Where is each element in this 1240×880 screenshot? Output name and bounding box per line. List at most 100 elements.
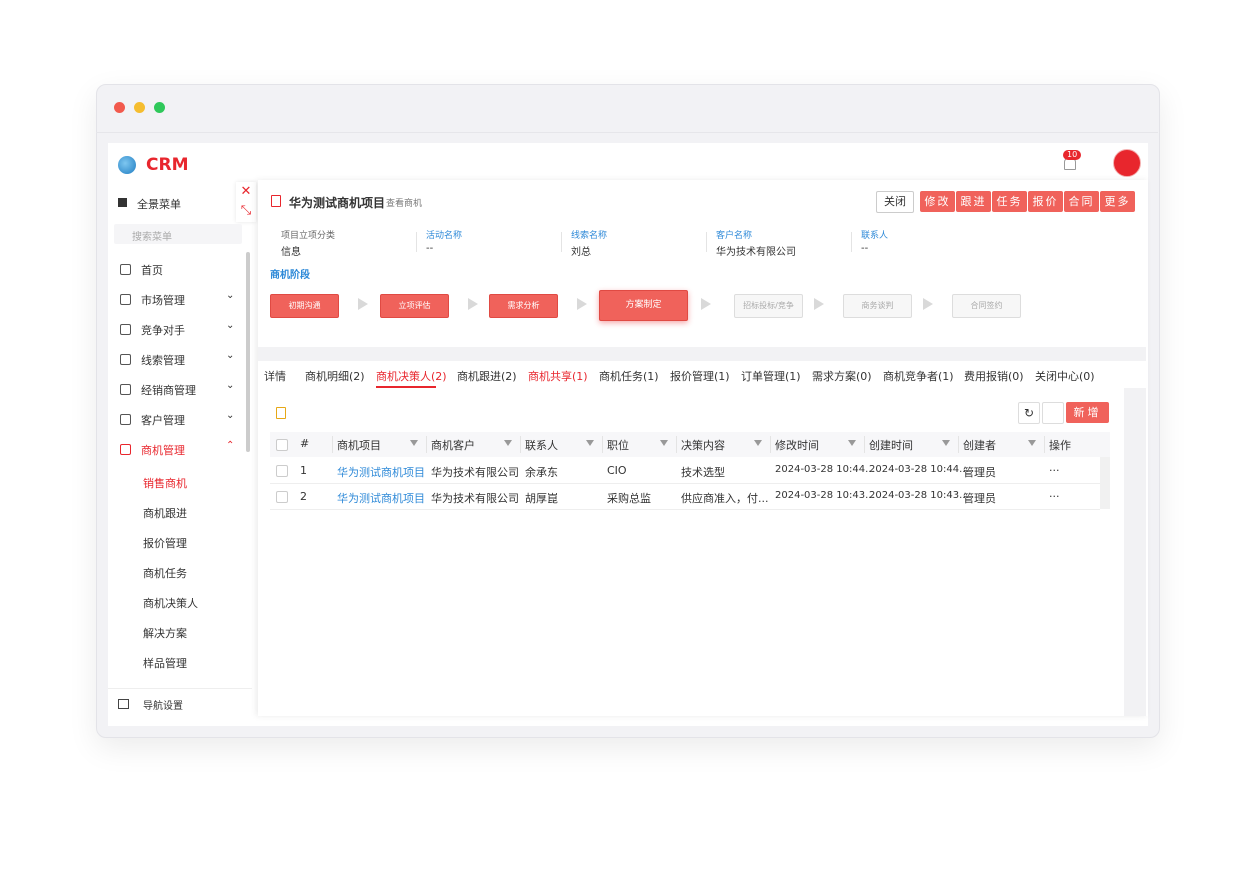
- column-divider: [676, 436, 677, 453]
- menu-icon: [120, 444, 131, 455]
- tab[interactable]: 商机跟进(2): [457, 370, 517, 383]
- field-value: 刘总: [571, 247, 591, 258]
- tab[interactable]: 商机明细(2): [305, 370, 365, 383]
- search-box: [114, 224, 242, 244]
- close-button[interactable]: 关闭: [876, 191, 914, 213]
- tab[interactable]: 商机竞争者(1): [883, 370, 954, 383]
- cell[interactable]: ···: [1049, 490, 1060, 503]
- detail-title: 华为测试商机项目: [289, 196, 386, 210]
- field-divider: [416, 232, 417, 252]
- stage-title: 商机阶段: [270, 270, 310, 281]
- cell: 华为技术有限公司: [431, 492, 519, 505]
- footer-icon: [118, 699, 129, 709]
- submenu-item[interactable]: 销售商机: [143, 477, 187, 490]
- column-divider: [864, 436, 865, 453]
- tab[interactable]: 商机共享(1): [528, 370, 588, 383]
- column-header: 商机项目: [337, 439, 381, 452]
- field-label: 线索名称: [571, 231, 608, 241]
- filter-icon[interactable]: [1028, 440, 1036, 446]
- project-link[interactable]: 华为测试商机项目: [337, 466, 425, 479]
- max-dot[interactable]: [154, 102, 165, 113]
- tab[interactable]: 详情: [264, 370, 286, 383]
- refresh-button[interactable]: ↻: [1018, 402, 1040, 424]
- menu-item[interactable]: 客户管理: [141, 414, 185, 427]
- min-dot[interactable]: [134, 102, 145, 113]
- filter-icon[interactable]: [504, 440, 512, 446]
- menu-icon: [120, 294, 131, 305]
- action-button[interactable]: 修改: [920, 191, 955, 212]
- stage: 需求分析: [489, 294, 558, 318]
- action-button[interactable]: 报价: [1028, 191, 1063, 212]
- action-button[interactable]: 任务: [992, 191, 1027, 212]
- field-value: 信息: [281, 247, 301, 258]
- menu-item[interactable]: 竞争对手: [141, 324, 185, 337]
- menu-item[interactable]: 线索管理: [141, 354, 185, 367]
- cell: 2: [300, 490, 307, 503]
- action-button[interactable]: 更多: [1100, 191, 1135, 212]
- menu-title[interactable]: 全景菜单: [137, 198, 181, 211]
- column-header: 决策内容: [681, 439, 725, 452]
- cell: 2024-03-28 10:43...: [775, 490, 875, 501]
- submenu-item[interactable]: 商机任务: [143, 567, 187, 580]
- tab[interactable]: 订单管理(1): [741, 370, 801, 383]
- checkbox[interactable]: [276, 491, 288, 503]
- tab[interactable]: 费用报销(0): [964, 370, 1024, 383]
- stage-arrow: [468, 298, 478, 310]
- tab[interactable]: 关闭中心(0): [1035, 370, 1095, 383]
- submenu-item[interactable]: 商机跟进: [143, 507, 187, 520]
- menu-icon: [118, 198, 127, 207]
- submenu-item[interactable]: 解决方案: [143, 627, 187, 640]
- field-label: 项目立项分类: [281, 231, 336, 241]
- submenu-item[interactable]: 样品管理: [143, 657, 187, 670]
- column-divider: [1044, 436, 1045, 453]
- tab[interactable]: 商机任务(1): [599, 370, 659, 383]
- filter-icon[interactable]: [586, 440, 594, 446]
- menu-item[interactable]: 商机管理: [141, 444, 185, 457]
- column-divider: [958, 436, 959, 453]
- tab[interactable]: 需求方案(0): [812, 370, 872, 383]
- tab[interactable]: 报价管理(1): [670, 370, 730, 383]
- filter-icon[interactable]: [410, 440, 418, 446]
- filter-icon[interactable]: [660, 440, 668, 446]
- menu-icon: [120, 264, 131, 275]
- menu-item[interactable]: 市场管理: [141, 294, 185, 307]
- nav-footer[interactable]: 导航设置: [143, 701, 183, 712]
- side-gap: [1124, 388, 1146, 716]
- add-button[interactable]: 新增: [1066, 402, 1109, 423]
- menu-item[interactable]: 首页: [141, 264, 163, 277]
- logo[interactable]: CRM: [146, 155, 189, 175]
- cell: 2024-03-28 10:44...: [869, 464, 969, 475]
- action-button[interactable]: 跟进: [956, 191, 991, 212]
- search[interactable]: 搜索菜单: [132, 232, 172, 243]
- avatar[interactable]: [1113, 149, 1141, 177]
- scrollbar: [246, 252, 250, 452]
- stage: 方案制定: [599, 290, 688, 321]
- column-divider: [520, 436, 521, 453]
- submenu-item[interactable]: 商机决策人: [143, 597, 198, 610]
- close-dot[interactable]: [114, 102, 125, 113]
- chart-button[interactable]: [1042, 402, 1064, 424]
- field-value: --: [426, 243, 434, 254]
- footer-line: [108, 688, 252, 689]
- filter-icon[interactable]: [754, 440, 762, 446]
- menu-item[interactable]: 经销商管理: [141, 384, 196, 397]
- export-icon: [276, 407, 286, 419]
- field-value: --: [861, 243, 869, 254]
- cell[interactable]: ···: [1049, 464, 1060, 477]
- checkbox[interactable]: [276, 439, 288, 451]
- checkbox[interactable]: [276, 465, 288, 477]
- cell: 采购总监: [607, 492, 651, 505]
- tab[interactable]: 商机决策人(2): [376, 370, 447, 383]
- project-link[interactable]: 华为测试商机项目: [337, 492, 425, 505]
- chevron: ⌄: [226, 350, 235, 361]
- filter-icon[interactable]: [942, 440, 950, 446]
- filter-icon[interactable]: [848, 440, 856, 446]
- submenu-item[interactable]: 报价管理: [143, 537, 187, 550]
- action-button[interactable]: 合同: [1064, 191, 1099, 212]
- panel-controls[interactable]: ✕ ⤡: [236, 182, 256, 222]
- cell: 余承东: [525, 466, 558, 479]
- doc-icon: [271, 195, 281, 207]
- menu-icon: [120, 384, 131, 395]
- column-header: 创建者: [963, 439, 996, 452]
- cell: 2024-03-28 10:43...: [869, 490, 969, 501]
